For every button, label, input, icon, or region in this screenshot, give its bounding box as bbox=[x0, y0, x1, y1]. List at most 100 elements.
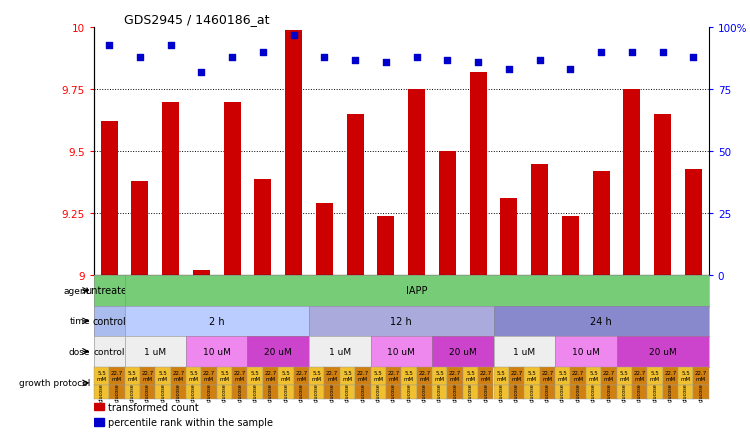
Text: 12 h: 12 h bbox=[390, 316, 412, 326]
Text: glucose: glucose bbox=[406, 383, 412, 401]
Text: 5.5
mM: 5.5 mM bbox=[250, 370, 260, 381]
Point bbox=[288, 32, 300, 39]
Text: untreated: untreated bbox=[85, 286, 134, 296]
Text: 5.5
mM: 5.5 mM bbox=[650, 370, 660, 381]
Text: 5.5
mM: 5.5 mM bbox=[526, 370, 537, 381]
Text: 5.5
mM: 5.5 mM bbox=[96, 370, 106, 381]
Point bbox=[349, 57, 361, 64]
Point bbox=[503, 67, 515, 74]
Text: 1 uM: 1 uM bbox=[144, 347, 166, 356]
Text: 22.7
mM: 22.7 mM bbox=[419, 370, 430, 381]
Text: 22.7
mM: 22.7 mM bbox=[111, 370, 123, 381]
Text: 5.5
mM: 5.5 mM bbox=[342, 370, 352, 381]
Point bbox=[657, 49, 669, 56]
Bar bbox=[94, 418, 104, 426]
Text: transformed count: transformed count bbox=[108, 402, 199, 412]
Point bbox=[195, 69, 207, 76]
Bar bbox=[131, 181, 148, 276]
Text: glucose: glucose bbox=[668, 383, 673, 401]
Bar bbox=[531, 164, 548, 276]
Text: 1 uM: 1 uM bbox=[513, 347, 535, 356]
Point bbox=[564, 67, 576, 74]
Text: percentile rank within the sample: percentile rank within the sample bbox=[108, 417, 273, 427]
Point bbox=[318, 54, 330, 61]
Point bbox=[596, 49, 608, 56]
Bar bbox=[500, 199, 517, 276]
Point bbox=[164, 42, 177, 49]
Text: 10 uM: 10 uM bbox=[202, 347, 231, 356]
Text: glucose: glucose bbox=[268, 383, 273, 401]
Text: 10 uM: 10 uM bbox=[387, 347, 416, 356]
Point bbox=[226, 54, 238, 61]
Text: control: control bbox=[92, 316, 126, 326]
Text: GDS2945 / 1460186_at: GDS2945 / 1460186_at bbox=[124, 13, 270, 26]
Text: glucose: glucose bbox=[530, 383, 535, 401]
Text: 22.7
mM: 22.7 mM bbox=[664, 370, 676, 381]
Text: 24 h: 24 h bbox=[590, 316, 612, 326]
Text: glucose: glucose bbox=[314, 383, 320, 401]
Text: 22.7
mM: 22.7 mM bbox=[296, 370, 307, 381]
Bar bbox=[162, 102, 179, 276]
Text: glucose: glucose bbox=[560, 383, 566, 401]
Point bbox=[103, 42, 116, 49]
Text: 5.5
mM: 5.5 mM bbox=[404, 370, 414, 381]
Point bbox=[472, 59, 484, 66]
Text: 5.5
mM: 5.5 mM bbox=[158, 370, 168, 381]
Text: 5.5
mM: 5.5 mM bbox=[557, 370, 568, 381]
Text: glucose: glucose bbox=[606, 383, 611, 401]
Text: glucose: glucose bbox=[452, 383, 458, 401]
Text: 22.7
mM: 22.7 mM bbox=[265, 370, 277, 381]
Text: 22.7
mM: 22.7 mM bbox=[634, 370, 646, 381]
Bar bbox=[285, 31, 302, 276]
Text: 10 uM: 10 uM bbox=[572, 347, 600, 356]
Text: 22.7
mM: 22.7 mM bbox=[172, 370, 184, 381]
Text: glucose: glucose bbox=[575, 383, 580, 401]
Text: IAPP: IAPP bbox=[406, 286, 427, 296]
Text: glucose: glucose bbox=[298, 383, 304, 401]
Text: 2 h: 2 h bbox=[209, 316, 224, 326]
Text: 22.7
mM: 22.7 mM bbox=[572, 370, 584, 381]
Text: 22.7
mM: 22.7 mM bbox=[142, 370, 154, 381]
Text: glucose: glucose bbox=[391, 383, 396, 401]
Text: 22.7
mM: 22.7 mM bbox=[388, 370, 400, 381]
Text: 5.5
mM: 5.5 mM bbox=[620, 370, 629, 381]
Point bbox=[134, 54, 146, 61]
Bar bbox=[408, 90, 425, 276]
Text: 5.5
mM: 5.5 mM bbox=[280, 370, 291, 381]
Bar bbox=[654, 115, 671, 276]
Bar bbox=[193, 271, 210, 276]
Text: glucose: glucose bbox=[652, 383, 658, 401]
Text: 22.7
mM: 22.7 mM bbox=[326, 370, 338, 381]
Text: glucose: glucose bbox=[206, 383, 212, 401]
Text: 20 uM: 20 uM bbox=[264, 347, 292, 356]
Text: glucose: glucose bbox=[376, 383, 381, 401]
Text: glucose: glucose bbox=[499, 383, 504, 401]
Bar bbox=[346, 115, 364, 276]
Text: 5.5
mM: 5.5 mM bbox=[588, 370, 598, 381]
Text: glucose: glucose bbox=[360, 383, 365, 401]
Bar bbox=[254, 179, 272, 276]
Text: 20 uM: 20 uM bbox=[649, 347, 676, 356]
Text: glucose: glucose bbox=[176, 383, 181, 401]
Text: glucose: glucose bbox=[345, 383, 350, 401]
Text: glucose: glucose bbox=[483, 383, 488, 401]
Text: 5.5
mM: 5.5 mM bbox=[189, 370, 199, 381]
Text: glucose: glucose bbox=[160, 383, 166, 401]
Text: glucose: glucose bbox=[99, 383, 104, 401]
Point bbox=[626, 49, 638, 56]
Text: glucose: glucose bbox=[114, 383, 119, 401]
Text: 1 uM: 1 uM bbox=[328, 347, 351, 356]
Text: 5.5
mM: 5.5 mM bbox=[219, 370, 230, 381]
Text: 5.5
mM: 5.5 mM bbox=[680, 370, 691, 381]
Text: 22.7
mM: 22.7 mM bbox=[695, 370, 707, 381]
Point bbox=[687, 54, 699, 61]
Text: glucose: glucose bbox=[191, 383, 196, 401]
Text: glucose: glucose bbox=[437, 383, 442, 401]
Text: glucose: glucose bbox=[222, 383, 227, 401]
Point bbox=[256, 49, 268, 56]
Text: 5.5
mM: 5.5 mM bbox=[312, 370, 322, 381]
Bar bbox=[224, 102, 241, 276]
Text: 20 uM: 20 uM bbox=[448, 347, 477, 356]
Text: control: control bbox=[93, 347, 124, 356]
Text: glucose: glucose bbox=[284, 383, 289, 401]
